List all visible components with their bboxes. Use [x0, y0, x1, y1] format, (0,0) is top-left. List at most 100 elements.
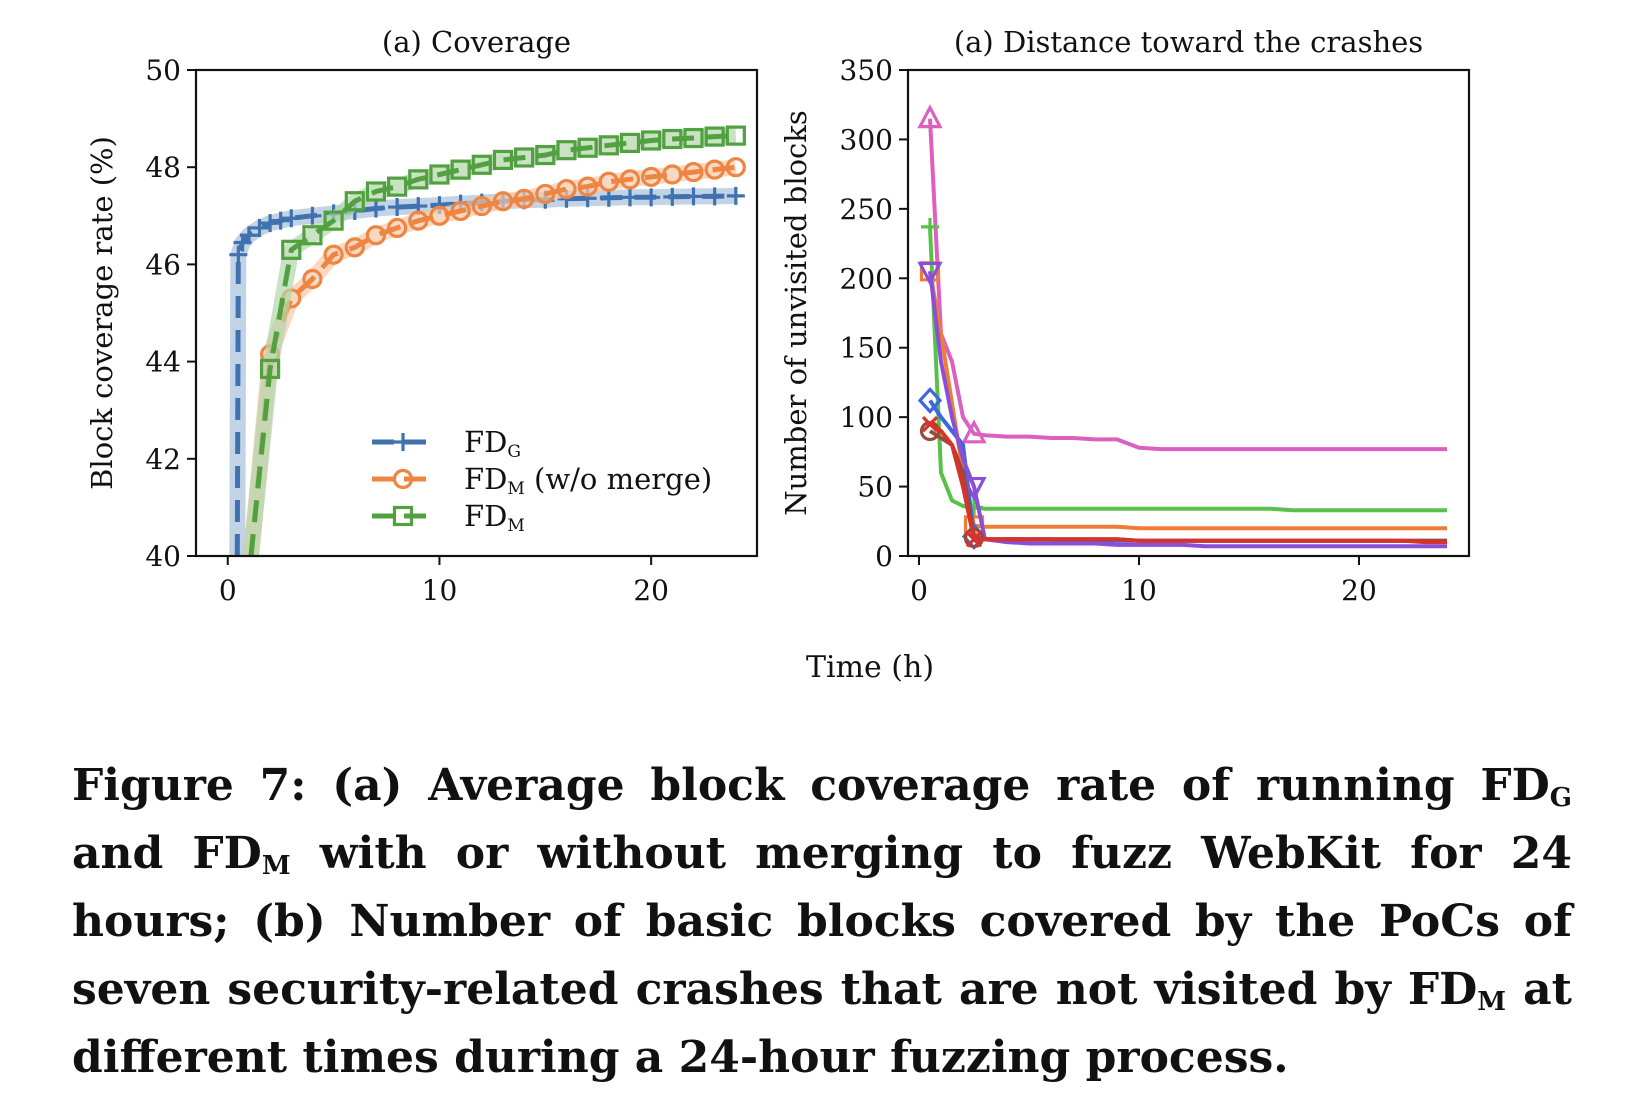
- series-1-point: [917, 104, 943, 129]
- y-tick-label: 50: [145, 54, 181, 87]
- legend-swatch-marker: [392, 468, 414, 490]
- series-1-point: [684, 187, 703, 206]
- caption-part-4: at different times during a 24-hour fuzz…: [72, 964, 1572, 1083]
- chart-title: (a) Distance toward the crashes: [954, 25, 1423, 59]
- legend-swatch-marker: [392, 505, 414, 527]
- y-axis-label: Number of unvisited blocks: [779, 110, 813, 516]
- series-1-point: [705, 187, 724, 206]
- series-2-point: [387, 217, 408, 239]
- y-tick-label: 300: [840, 123, 893, 156]
- y-tick-label: 200: [840, 262, 893, 295]
- series-3-point: [450, 159, 471, 180]
- caption-part-2: and FD: [72, 828, 262, 879]
- series-4: [917, 387, 1447, 550]
- plot-area: [229, 125, 746, 556]
- series-3-point: [725, 125, 746, 146]
- legend-item-2: FDM (w/o merge): [372, 462, 712, 499]
- series-7-point: [965, 531, 983, 548]
- series-2: [921, 217, 1447, 517]
- series-2-point: [662, 164, 683, 185]
- plot-area: [917, 104, 1447, 550]
- series-2-point: [598, 171, 619, 192]
- caption-sub-3: M: [1477, 987, 1507, 1017]
- series-1-point: [303, 206, 322, 225]
- series-4-line: [928, 399, 1447, 543]
- series-1-point: [663, 187, 682, 206]
- series-2-point: [365, 225, 387, 246]
- series-3-point: [281, 239, 302, 260]
- shared-x-axis-label: Time (h): [806, 650, 934, 685]
- plot-frame: [194, 68, 759, 558]
- x-tick-label: 10: [422, 574, 458, 607]
- x-tick-label: 0: [219, 574, 237, 607]
- chart-title: (a) Coverage: [382, 25, 571, 59]
- series-5-line: [928, 271, 1447, 549]
- legend-swatch-marker: [394, 433, 412, 451]
- y-tick-label: 150: [840, 332, 893, 365]
- x-tick-label: 0: [910, 574, 928, 607]
- series-1-point: [239, 226, 258, 245]
- series-1: [917, 104, 1447, 452]
- series-3-point: [662, 128, 683, 150]
- series-3-point: [641, 130, 662, 151]
- distance-chart: (a) Distance toward the crashes Number of…: [779, 25, 1471, 607]
- series-2: [243, 157, 746, 556]
- series-2-point: [704, 159, 725, 180]
- caption-sub-1: G: [1549, 783, 1572, 813]
- series-2-point: [323, 244, 344, 265]
- series-3: [919, 261, 1447, 536]
- series-3-point: [598, 135, 619, 156]
- series-2-point: [641, 166, 662, 188]
- y-tick-label: 100: [840, 401, 893, 434]
- series-3-point: [704, 126, 725, 147]
- legend-label-main: FD: [464, 499, 507, 533]
- series-2-point: [577, 176, 598, 197]
- series-2-point: [302, 268, 323, 290]
- series-1-line: [928, 118, 1447, 452]
- series-2-point: [535, 183, 556, 205]
- caption-sub-2: M: [261, 851, 291, 881]
- y-axis-label: Block coverage rate (%): [85, 136, 119, 490]
- series-3-point: [429, 164, 450, 185]
- series-3-point: [556, 140, 577, 161]
- series-5-point: [917, 261, 943, 286]
- series-2-line: [928, 226, 1447, 513]
- series-7-line: [928, 422, 1447, 545]
- x-tick-label: 10: [1121, 574, 1157, 607]
- series-1-point: [642, 188, 661, 207]
- series-3-line: [248, 133, 736, 556]
- series-3-point: [683, 127, 704, 149]
- series-3-point: [365, 181, 387, 202]
- series-3-point: [577, 137, 598, 158]
- series-3-point: [344, 191, 365, 212]
- series-2-point: [514, 188, 535, 209]
- figure: (a) Coverage Block coverage rate (%) 40 42 4…: [85, 25, 1471, 685]
- series-3-point: [408, 169, 429, 190]
- series-2-point: [492, 191, 514, 212]
- series-3-point: [323, 210, 344, 231]
- y-tick-label: 40: [145, 540, 181, 573]
- y-tick-label: 350: [840, 54, 893, 87]
- legend-label-main: FD: [464, 425, 507, 459]
- legend-label-sub: G: [507, 442, 521, 462]
- x-tick-label: 20: [1341, 574, 1377, 607]
- series-7-point: [921, 415, 939, 433]
- series-5: [917, 261, 1447, 549]
- legend-label-sub: M: [507, 516, 524, 536]
- series-3-point: [514, 147, 535, 168]
- series-1-point: [961, 419, 987, 444]
- figure-caption: Figure 7: (a) Average block coverage rat…: [72, 752, 1572, 1092]
- caption-part-3: with or without merging to fuzz WebKit f…: [72, 828, 1572, 1015]
- series-1-point: [250, 218, 269, 237]
- series-1-point: [261, 214, 280, 233]
- series-2-point: [556, 178, 577, 200]
- series-2-point: [683, 161, 704, 183]
- y-tick-label: 42: [145, 443, 181, 476]
- y-tick-label: 0: [875, 540, 893, 573]
- series-1-point: [229, 245, 248, 264]
- series-1-point: [388, 198, 407, 217]
- series-3-point: [471, 154, 492, 175]
- series-3-point: [387, 176, 408, 197]
- legend-label: FDM (w/o merge): [464, 462, 712, 499]
- series-2-point: [450, 200, 471, 222]
